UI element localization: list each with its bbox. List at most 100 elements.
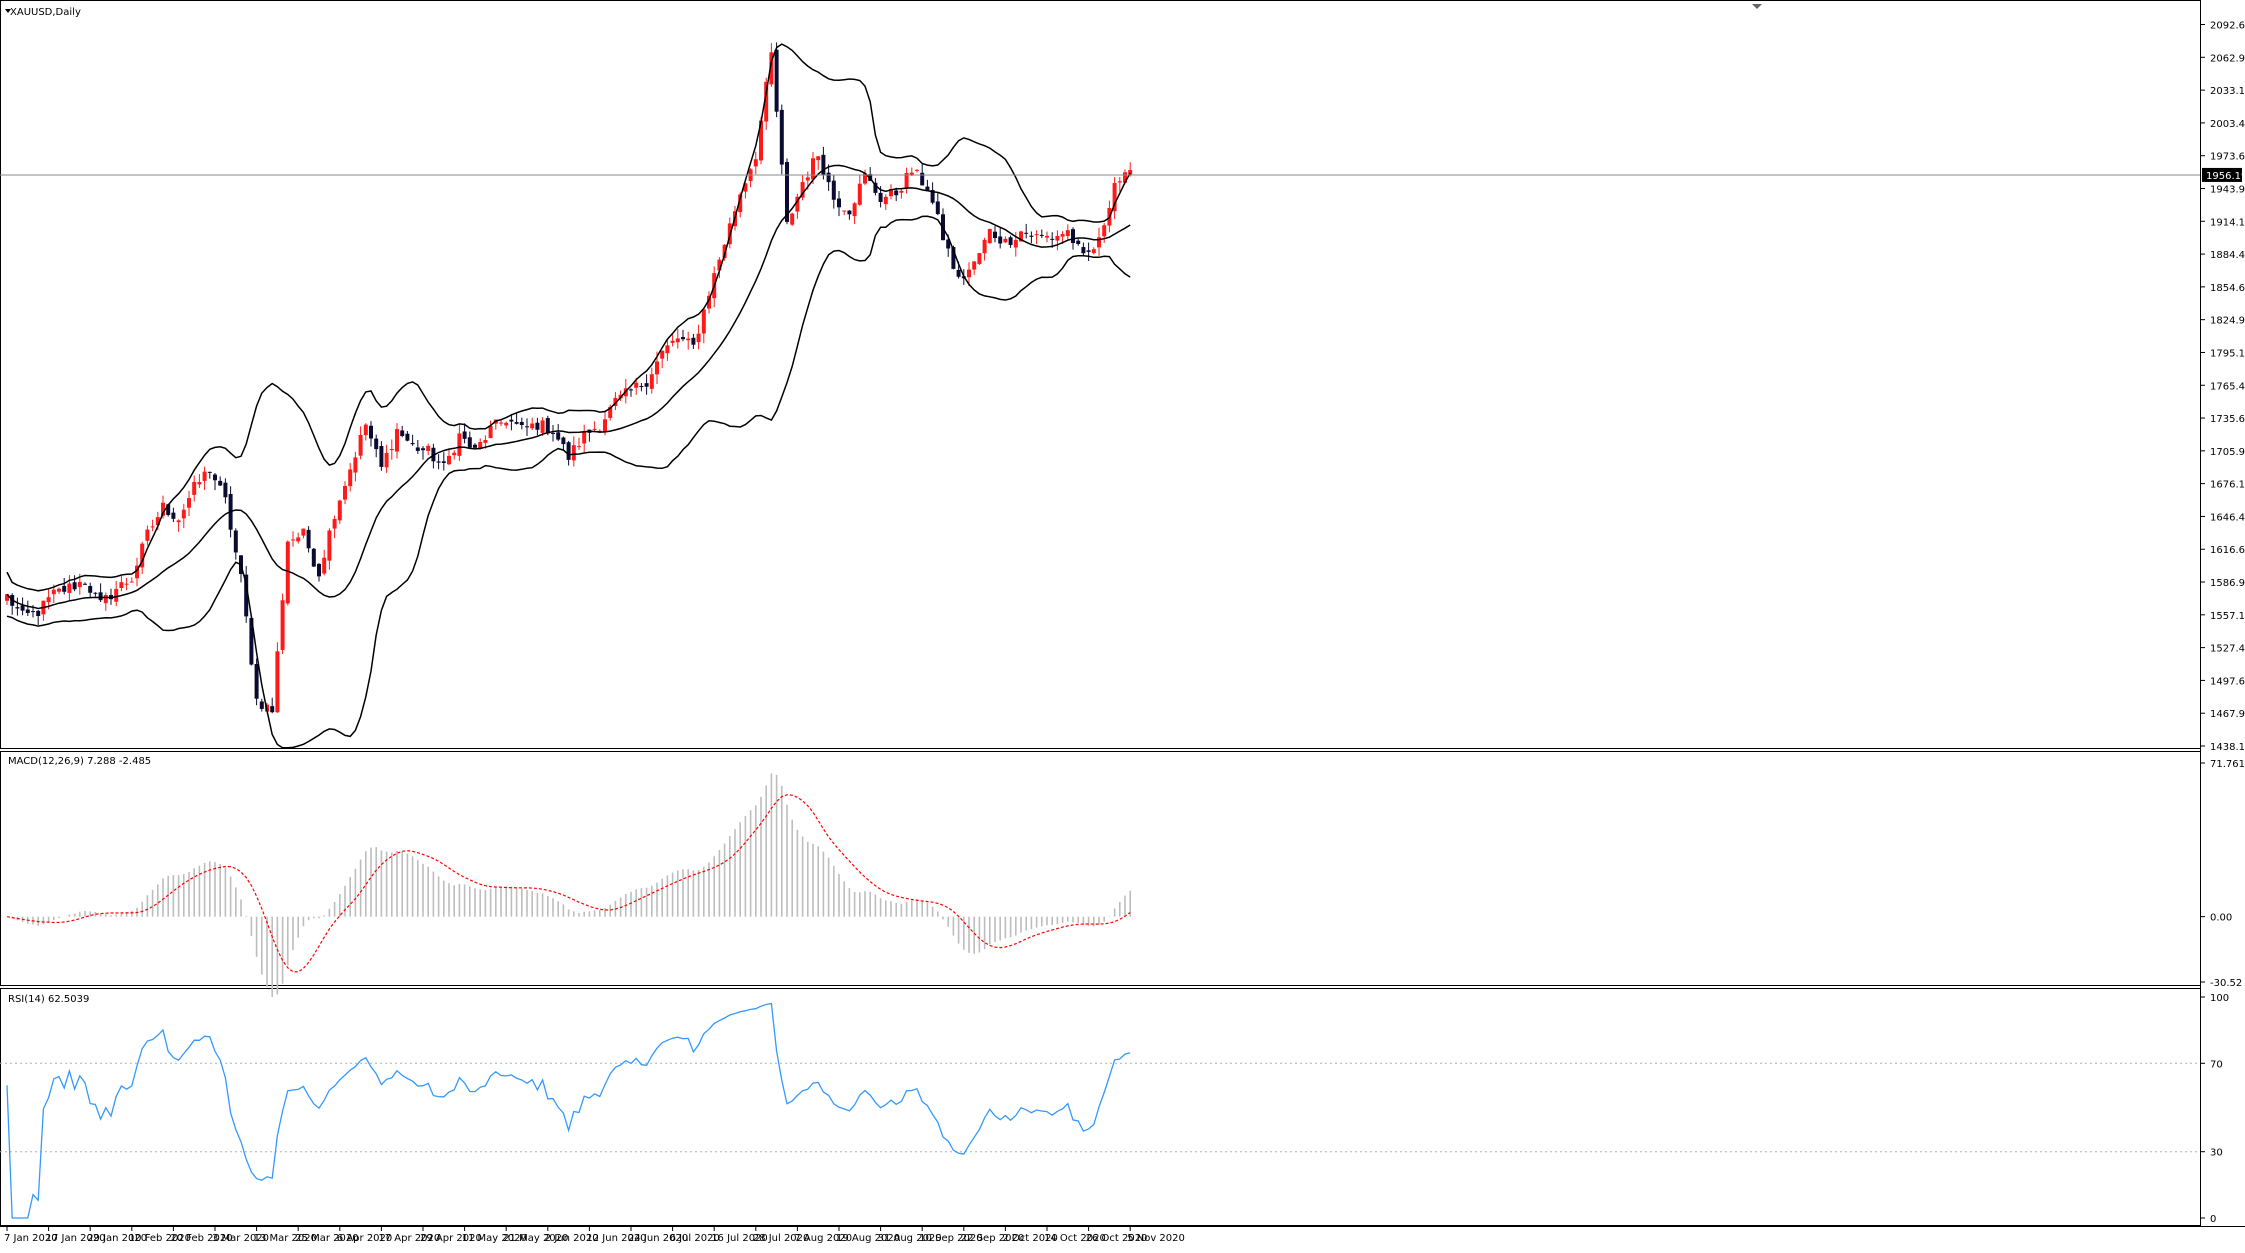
candle-body — [899, 190, 904, 193]
candle-body — [119, 582, 124, 588]
candle-body — [447, 455, 451, 465]
x-tick-label: 28 Jul 2020 — [753, 1233, 810, 1244]
price-y-tick-label: 1884.40 — [2210, 250, 2245, 261]
candle-body — [639, 386, 644, 388]
candle-body — [722, 244, 727, 259]
candle-body — [701, 309, 706, 334]
x-tick-label: 29 Apr 2020 — [420, 1233, 482, 1244]
candle-body — [301, 528, 306, 536]
candle-body — [857, 183, 862, 205]
candle-body — [441, 461, 446, 463]
candle-body — [811, 158, 815, 180]
rsi-panel-frame — [0, 988, 2201, 1226]
candle-body — [1039, 234, 1044, 236]
candle-body — [998, 236, 1003, 244]
candle-body — [457, 433, 462, 456]
x-tick-label: 20 Feb 2020 — [170, 1233, 232, 1244]
x-tick-label: 21 May 2020 — [503, 1233, 568, 1244]
candle-body — [249, 617, 254, 665]
candle-body — [135, 565, 139, 579]
candle-body — [5, 594, 9, 601]
rsi-y-tick-label: 30 — [2210, 1148, 2223, 1159]
candle-body — [57, 588, 61, 592]
candle-body — [400, 430, 405, 436]
price-y-tick-label: 1646.40 — [2210, 512, 2245, 523]
price-y-tick-label: 1795.15 — [2210, 348, 2245, 359]
candle-body — [275, 651, 280, 713]
price-panel-label: XAUUSD,Daily — [10, 7, 81, 18]
candle-body — [129, 581, 134, 583]
rsi-panel-label: RSI(14) 62.5039 — [8, 994, 89, 1005]
candle-body — [707, 295, 711, 309]
candle-body — [499, 422, 503, 424]
price-y-tick-label: 1943.90 — [2210, 184, 2245, 195]
candle-body — [1112, 183, 1117, 212]
candle-body — [415, 447, 420, 451]
current-price-tag-label: 1956.19 — [2206, 171, 2245, 182]
candle-body — [363, 424, 368, 436]
candle-body — [566, 442, 571, 460]
x-tick-label: 10 Sep 2020 — [919, 1233, 982, 1244]
candle-body — [904, 172, 909, 188]
candle-body — [577, 446, 581, 448]
candle-body — [655, 361, 659, 375]
candle-body — [332, 519, 337, 529]
candle-body — [25, 609, 30, 613]
candle-body — [1081, 247, 1086, 254]
candle-body — [379, 446, 384, 467]
candle-body — [202, 471, 207, 481]
candle-body — [1102, 225, 1107, 237]
candle-body — [878, 192, 883, 203]
price-y-tick-label: 1735.65 — [2210, 414, 2245, 425]
candle-body — [322, 557, 327, 574]
candle-body — [514, 422, 519, 424]
candle-body — [259, 701, 264, 709]
candle-body — [764, 81, 769, 122]
candle-body — [805, 177, 810, 181]
candle-body — [956, 269, 961, 277]
candle-body — [384, 452, 389, 468]
x-tick-label: 2 Jun 2020 — [545, 1233, 599, 1244]
price-y-tick-label: 1586.90 — [2210, 578, 2245, 589]
candle-body — [967, 269, 971, 278]
candle-body — [1055, 235, 1060, 241]
macd-panel-label: MACD(12,26,9) 7.288 -2.485 — [8, 756, 151, 767]
candle-body — [837, 198, 841, 208]
candle-body — [774, 49, 779, 112]
x-tick-label: 10 Feb 2020 — [129, 1233, 191, 1244]
bollinger-lower — [6, 215, 1131, 749]
candle-body — [852, 203, 857, 217]
rsi-y-tick-label: 0 — [2210, 1214, 2216, 1225]
candle-body — [124, 583, 129, 585]
x-tick-label: 14 Oct 2020 — [1044, 1233, 1106, 1244]
x-tick-label: 2 Oct 2020 — [1002, 1233, 1057, 1244]
candle-body — [187, 498, 191, 508]
candle-body — [535, 422, 540, 430]
x-tick-label: 12 Jun 2020 — [586, 1233, 646, 1244]
candle-body — [389, 448, 394, 451]
chart-menu-triangle-icon[interactable] — [5, 9, 11, 13]
candle-body — [31, 611, 35, 613]
candle-body — [670, 340, 675, 343]
x-tick-label: 24 Jun 2020 — [628, 1233, 688, 1244]
candle-body — [675, 338, 680, 343]
candle-body — [98, 592, 103, 601]
candle-body — [1097, 237, 1101, 248]
candle-body — [93, 592, 98, 594]
scroll-marker-icon[interactable] — [1752, 4, 1762, 9]
x-tick-label: 7 Jan 2020 — [4, 1233, 58, 1244]
candle-body — [665, 345, 670, 354]
candle-body — [473, 444, 477, 448]
candle-body — [483, 440, 488, 443]
candle-body — [410, 443, 415, 445]
candle-body — [530, 423, 535, 429]
candle-body — [1050, 238, 1055, 240]
candle-body — [894, 190, 899, 196]
candle-body — [244, 574, 249, 617]
candle-body — [993, 231, 997, 239]
x-tick-label: 26 Oct 2020 — [1086, 1233, 1148, 1244]
candle-body — [925, 186, 930, 191]
candle-body — [1029, 235, 1034, 237]
candle-body — [213, 474, 217, 481]
candle-body — [405, 433, 410, 441]
